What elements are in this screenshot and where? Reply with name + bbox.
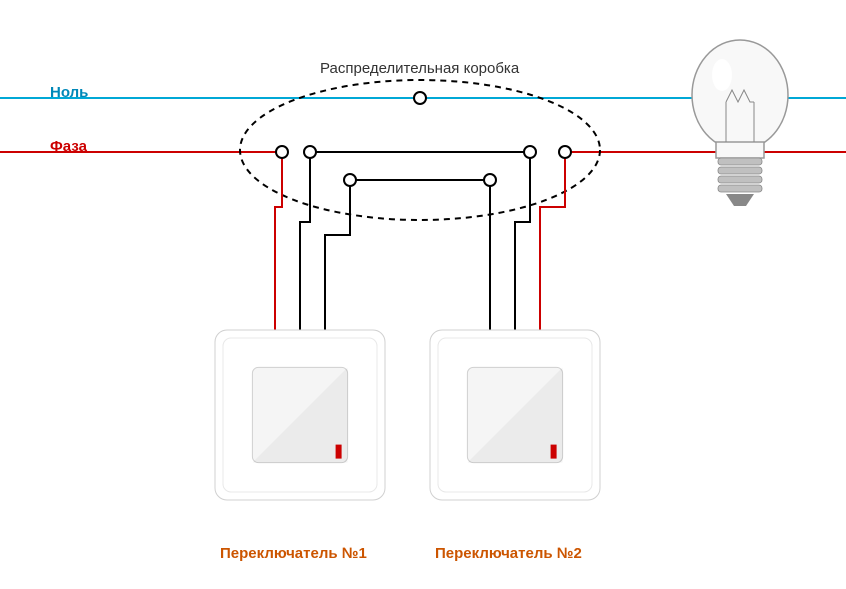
bulb-icon: [692, 40, 788, 150]
junction-box-label: Распределительная коробка: [320, 60, 519, 77]
phase-label: Фаза: [50, 138, 87, 155]
wiring-diagram: [0, 0, 846, 589]
neutral-label: Ноль: [50, 84, 88, 101]
switch-2-indicator: [551, 445, 557, 459]
switch1-label: Переключатель №1: [220, 545, 367, 562]
switch-1-indicator: [336, 445, 342, 459]
switch2-label: Переключатель №2: [435, 545, 582, 562]
